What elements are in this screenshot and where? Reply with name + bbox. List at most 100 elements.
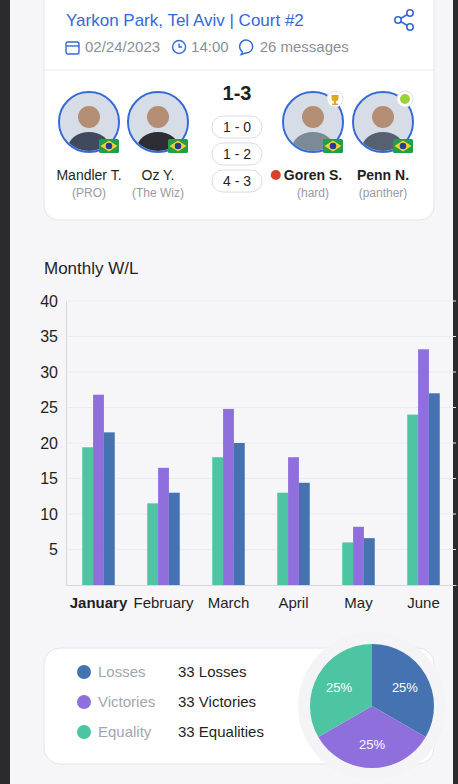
calendar-icon bbox=[66, 42, 79, 54]
bar bbox=[169, 493, 180, 585]
y-tick-label: 30 bbox=[40, 364, 58, 381]
player-avatar bbox=[59, 92, 119, 164]
y-tick: 10 bbox=[40, 506, 66, 523]
avatar-ring bbox=[128, 92, 188, 152]
bar bbox=[82, 447, 93, 585]
bar bbox=[299, 483, 310, 585]
set-score: 1 - 0 bbox=[223, 119, 251, 135]
bar bbox=[223, 409, 234, 585]
tennis-ball-icon bbox=[400, 94, 410, 104]
grid-line bbox=[66, 443, 456, 444]
flag-icon bbox=[323, 139, 343, 153]
x-tick: March bbox=[208, 585, 250, 611]
card-frame bbox=[44, 0, 434, 220]
divider bbox=[44, 70, 434, 71]
x-axis-line bbox=[67, 585, 457, 586]
match-score: 1-3 bbox=[223, 82, 252, 104]
share-icon[interactable] bbox=[395, 10, 413, 30]
avatar-ring bbox=[283, 92, 343, 152]
x-tick-label: February bbox=[133, 594, 194, 611]
x-tick-label: June bbox=[407, 594, 440, 611]
avatar-ring bbox=[59, 92, 119, 152]
bar bbox=[288, 457, 299, 585]
bar bbox=[93, 395, 104, 585]
y-tick-label: 40 bbox=[40, 293, 58, 310]
grid-line bbox=[66, 301, 456, 302]
y-tick: 40 bbox=[40, 293, 66, 310]
pie: 25% 25% 25% bbox=[310, 644, 434, 768]
background bbox=[0, 0, 458, 784]
grid-line bbox=[66, 372, 456, 373]
y-tick: 35 bbox=[40, 328, 66, 345]
y-tick: 30 bbox=[40, 364, 66, 381]
player-nickname: (hard) bbox=[297, 186, 329, 200]
flag-icon bbox=[99, 139, 119, 153]
bar bbox=[147, 503, 158, 585]
set-pill bbox=[212, 143, 262, 165]
set-score: 1 - 2 bbox=[223, 146, 251, 162]
venue-title: Yarkon Park, Tel Aviv | Court #2 bbox=[66, 11, 304, 30]
y-tick: 5 bbox=[49, 541, 66, 558]
side-strip bbox=[453, 0, 458, 784]
pie-label: 25% bbox=[392, 680, 418, 695]
legend-swatch bbox=[77, 695, 91, 709]
trophy-icon bbox=[332, 95, 339, 105]
y-tick-label: 10 bbox=[40, 506, 58, 523]
legend-total: 33 Equalities bbox=[178, 723, 264, 740]
bar bbox=[234, 443, 245, 585]
x-tick-label: January bbox=[70, 594, 128, 611]
avatar-head bbox=[302, 106, 324, 128]
x-tick: June bbox=[407, 585, 440, 611]
avatar-head bbox=[78, 106, 100, 128]
set-pill bbox=[212, 170, 262, 192]
player-nickname: (The Wiz) bbox=[132, 186, 184, 200]
y-tick-label: 35 bbox=[40, 328, 58, 345]
bar bbox=[418, 349, 429, 585]
grid-line bbox=[66, 407, 456, 408]
flag-icon bbox=[168, 139, 188, 153]
trophy-badge bbox=[327, 91, 343, 107]
x-tick-label: April bbox=[278, 594, 308, 611]
info-text: 14:00 bbox=[191, 38, 229, 55]
player-avatar bbox=[128, 92, 188, 164]
side-strip bbox=[0, 0, 10, 784]
legend-label: Equality bbox=[98, 723, 152, 740]
flag-icon bbox=[393, 139, 413, 153]
clock-icon bbox=[173, 41, 186, 54]
info-text: 02/24/2023 bbox=[85, 38, 160, 55]
bar bbox=[364, 538, 375, 585]
bar bbox=[277, 493, 288, 585]
x-tick: May bbox=[344, 585, 373, 611]
x-tick: February bbox=[133, 585, 194, 611]
bar bbox=[429, 393, 440, 585]
legend-swatch bbox=[77, 725, 91, 739]
avatar-head bbox=[147, 106, 169, 128]
grid-line bbox=[66, 514, 456, 515]
set-pill bbox=[212, 116, 262, 138]
serve-ball-icon bbox=[271, 170, 281, 180]
info-text: 26 messages bbox=[260, 38, 349, 55]
bar bbox=[353, 527, 364, 585]
legend-swatch bbox=[77, 665, 91, 679]
player-nickname: (PRO) bbox=[72, 186, 106, 200]
bar bbox=[407, 415, 418, 585]
grid-line bbox=[66, 549, 456, 550]
bar bbox=[104, 432, 115, 585]
x-axis: January February March April May June bbox=[67, 585, 457, 611]
pie-label: 25% bbox=[326, 680, 352, 695]
pie-slice bbox=[310, 644, 372, 737]
y-axis: 510152025303540 bbox=[40, 293, 66, 586]
y-tick-label: 5 bbox=[49, 541, 58, 558]
x-tick-label: May bbox=[344, 594, 373, 611]
grid bbox=[66, 301, 456, 550]
player-name: Mandler T. bbox=[56, 167, 121, 183]
x-tick: April bbox=[278, 585, 308, 611]
legend: Losses33 LossesVictories33 VictoriesEqua… bbox=[44, 632, 446, 780]
player-name: Goren S. bbox=[284, 167, 342, 183]
pie-label: 25% bbox=[359, 737, 385, 752]
player-name: Penn N. bbox=[357, 167, 409, 183]
y-tick: 20 bbox=[40, 435, 66, 452]
pie-backdrop bbox=[298, 632, 446, 780]
set-score: 4 - 3 bbox=[223, 173, 251, 189]
y-tick: 15 bbox=[40, 470, 66, 487]
